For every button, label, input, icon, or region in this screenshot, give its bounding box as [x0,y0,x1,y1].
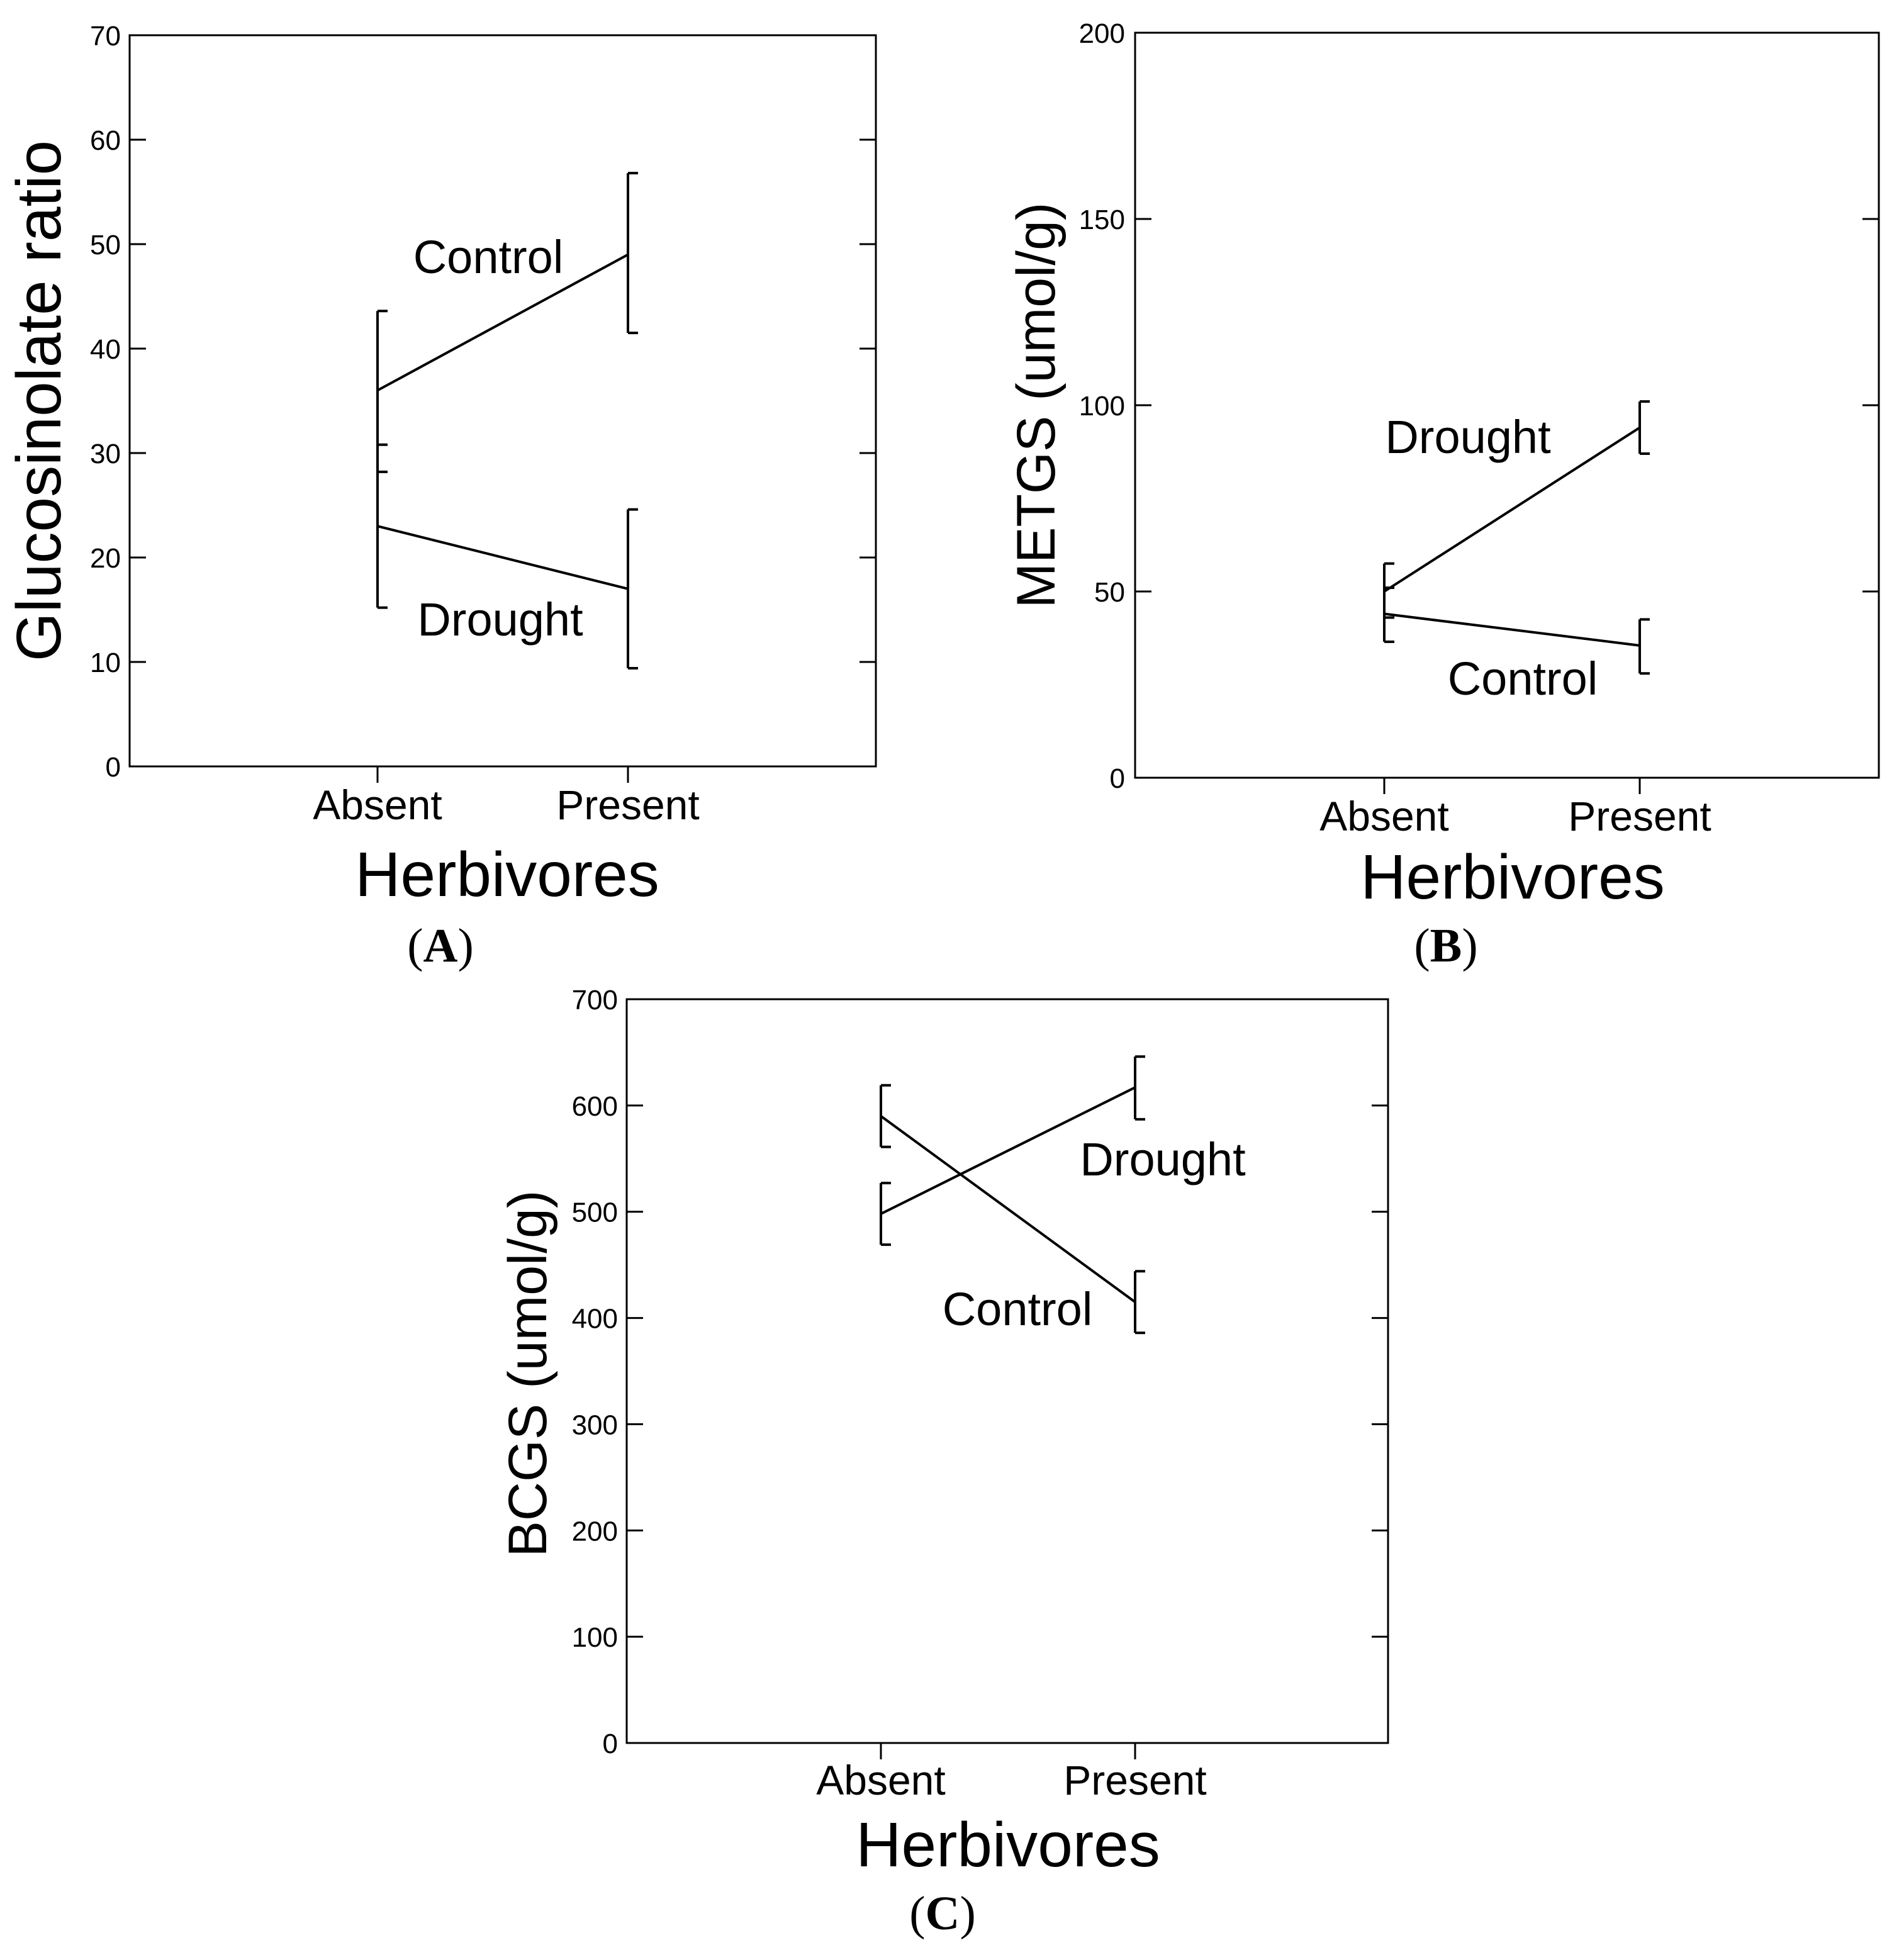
y-tick-label: 100 [572,1622,618,1653]
y-tick-label: 50 [90,230,121,261]
y-tick-label: 600 [572,1091,618,1122]
series-line-control [377,253,629,392]
plot-frame [625,998,1389,1744]
series-label-drought: Drought [417,593,583,646]
panel-a: 0 10 20 30 40 50 60 70 Absent Present Herbivores Gl… [4,21,877,910]
x-tick-label: Absent [313,782,442,828]
y-tick-label: 700 [572,985,618,1016]
series-label-control: Control [943,1283,1093,1335]
x-tick-label: Present [1568,793,1711,839]
series-line-drought [1383,426,1641,593]
y-tick-label: 40 [90,334,121,365]
y-tick-label: 70 [90,21,121,52]
series-label-control: Control [1448,653,1598,705]
y-tick-label: 20 [90,543,121,574]
series-label-drought: Drought [1385,411,1551,463]
y-tick-label: 50 [1094,577,1125,608]
x-axis-label: Herbivores [856,1810,1160,1880]
panel-label-c: (C) [909,1887,976,1940]
series-line-control [880,1115,1136,1303]
x-tick-label: Absent [1319,793,1448,839]
y-axis-label: Glucosinolate ratio [4,140,74,661]
x-tick-label: Present [1063,1757,1206,1803]
y-tick-label: 0 [106,752,121,783]
y-tick-label: 150 [1079,205,1125,235]
y-tick-label: 60 [90,125,121,156]
y-tick-label: 30 [90,439,121,469]
panel-label-b: (B) [1414,919,1477,972]
series-label-control: Control [413,231,564,283]
series-line-drought [377,525,629,590]
series-line-drought [880,1086,1136,1215]
y-tick-label: 400 [572,1304,618,1335]
series-label-drought: Drought [1080,1133,1246,1185]
y-tick-label: 200 [1079,18,1125,49]
y-tick-label: 0 [603,1729,618,1759]
y-tick-label: 0 [1110,763,1125,794]
y-tick-label: 200 [572,1516,618,1547]
plot-frame [128,34,877,768]
x-tick-label: Present [556,782,699,828]
y-tick-label: 300 [572,1409,618,1440]
y-axis-label: METGS (umol/g) [1006,202,1067,608]
x-tick-label: Absent [816,1757,945,1803]
y-tick-label: 100 [1079,391,1125,422]
series-line-control [1384,612,1640,647]
x-axis-label: Herbivores [355,839,659,910]
x-axis-label: Herbivores [1360,842,1665,912]
panel-label-a: (A) [407,919,474,972]
y-tick-label: 500 [572,1197,618,1228]
y-axis-label: BCGS (umol/g) [498,1190,558,1557]
panel-c: 0 100 200 300 400 500 600 700 Absent Present Herbi… [498,985,1389,1880]
y-tick-label: 10 [90,647,121,678]
